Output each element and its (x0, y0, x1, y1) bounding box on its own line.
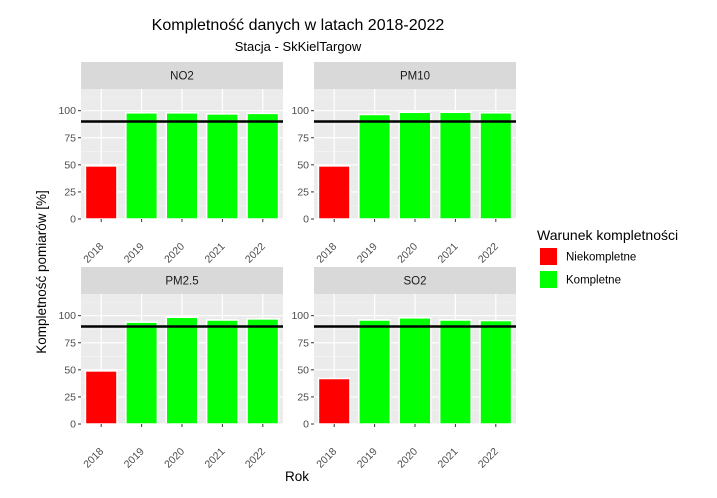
x-tick-label: 2019 (122, 446, 147, 471)
facet-strip (314, 62, 516, 89)
y-tick-label: 75 (64, 337, 76, 349)
y-tick-label: 75 (64, 132, 76, 144)
facet-strip-label: PM10 (400, 71, 430, 83)
x-tick-label: 2021 (203, 241, 228, 266)
legend: Warunek kompletności Niekompletne Kompletn… (537, 227, 678, 288)
bar-2022 (246, 318, 280, 425)
facet-panel-no2: NO2 0 25 50 75 100 2018 2019 2020 2021 2022 (58, 62, 283, 266)
y-tick-label: 100 (58, 310, 76, 322)
facet-strip (314, 267, 516, 294)
legend-title: Warunek kompletności (537, 227, 678, 243)
bar-2019 (358, 319, 392, 425)
y-tick-label: 50 (64, 159, 76, 171)
y-tick-label: 50 (64, 364, 76, 376)
x-tick-label: 2021 (203, 446, 228, 471)
facet-strip (81, 267, 283, 294)
x-tick-label: 2022 (243, 241, 268, 266)
bar-2020 (398, 317, 432, 425)
y-tick-label: 25 (64, 186, 76, 198)
x-tick-label: 2021 (436, 446, 461, 471)
bar-2021 (205, 319, 239, 425)
bar-2020 (165, 112, 199, 220)
bar-2021 (205, 113, 239, 220)
x-tick-label: 2020 (162, 446, 187, 471)
y-tick-label: 50 (297, 364, 309, 376)
y-tick-label: 100 (291, 310, 309, 322)
bar-2022 (479, 112, 513, 220)
y-tick-label: 25 (64, 391, 76, 403)
x-tick-label: 2019 (355, 241, 380, 266)
bar-2019 (125, 112, 159, 220)
x-axis-label: Rok (285, 469, 309, 484)
x-tick-label: 2018 (81, 446, 106, 471)
x-tick-label: 2019 (122, 241, 147, 266)
facet-strip-label: SO2 (403, 276, 426, 288)
y-tick-label: 0 (303, 419, 309, 431)
x-tick-label: 2020 (162, 241, 187, 266)
y-tick-label: 75 (297, 337, 309, 349)
facet-strip-label: PM2.5 (165, 276, 198, 288)
x-tick-label: 2021 (436, 241, 461, 266)
facet-panels: NO2 0 25 50 75 100 2018 2019 2020 2021 2022 PM10 0 25… (58, 62, 516, 471)
facet-panel-pm25: PM2.5 0 25 50 75 100 2018 2019 2020 2021 2022 (58, 267, 283, 471)
y-tick-label: 75 (297, 132, 309, 144)
legend-label: Niekompletne (566, 252, 636, 264)
y-tick-label: 25 (297, 391, 309, 403)
bar-2021 (438, 319, 472, 425)
x-tick-label: 2019 (355, 446, 380, 471)
y-tick-label: 100 (58, 105, 76, 117)
y-tick-label: 50 (297, 159, 309, 171)
y-tick-label: 0 (70, 214, 76, 226)
x-tick-label: 2022 (243, 446, 268, 471)
x-tick-label: 2018 (314, 241, 339, 266)
facet-strip (81, 62, 283, 89)
facet-panel-pm10: PM10 0 25 50 75 100 2018 2019 2020 2021 2022 (291, 62, 516, 266)
x-tick-label: 2018 (314, 446, 339, 471)
y-axis-label: Kompletność pomiarów [%] (34, 190, 49, 354)
bar-2018 (317, 377, 351, 425)
x-tick-label: 2020 (395, 241, 420, 266)
bar-2018 (317, 165, 351, 220)
bar-2021 (438, 111, 472, 220)
bar-2018 (84, 165, 118, 220)
x-tick-label: 2020 (395, 446, 420, 471)
x-tick-label: 2018 (81, 241, 106, 266)
bar-2019 (358, 113, 392, 220)
bar-2020 (398, 111, 432, 220)
legend-swatch (540, 248, 557, 265)
bar-2019 (125, 321, 159, 425)
chart-title: Kompletność danych w latach 2018-2022 (152, 17, 445, 34)
y-tick-label: 0 (303, 214, 309, 226)
x-tick-label: 2022 (476, 241, 501, 266)
bar-2020 (165, 316, 199, 425)
legend-swatch (540, 271, 557, 288)
facet-strip-label: NO2 (170, 71, 194, 83)
y-tick-label: 0 (70, 419, 76, 431)
legend-label: Kompletne (566, 275, 621, 287)
y-tick-label: 25 (297, 186, 309, 198)
bar-2022 (479, 319, 513, 425)
bar-2018 (84, 370, 118, 425)
x-tick-label: 2022 (476, 446, 501, 471)
facet-panel-so2: SO2 0 25 50 75 100 2018 2019 2020 2021 2022 (291, 267, 516, 471)
bar-2022 (246, 112, 280, 220)
chart-subtitle: Stacja - SkKielTargow (235, 39, 362, 54)
y-tick-label: 100 (291, 105, 309, 117)
